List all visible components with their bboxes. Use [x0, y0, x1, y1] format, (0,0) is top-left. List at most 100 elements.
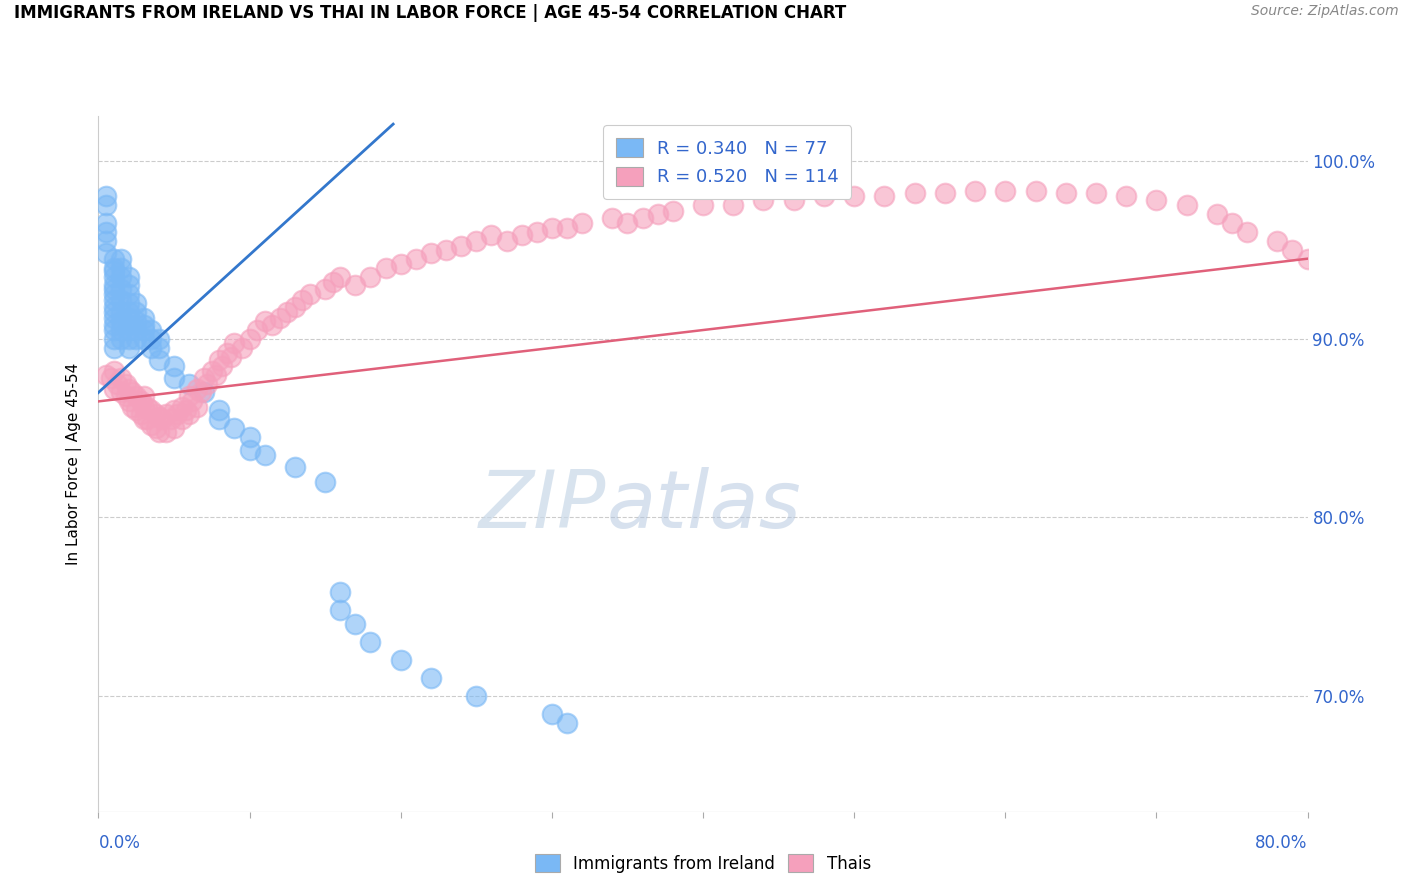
Point — [118, 318, 141, 332]
Point — [135, 412, 157, 426]
Point — [1085, 186, 1108, 200]
Point — [205, 368, 228, 382]
Point — [166, 407, 188, 421]
Point — [374, 260, 396, 275]
Point — [224, 421, 246, 435]
Text: atlas: atlas — [606, 467, 801, 545]
Point — [94, 246, 117, 260]
Point — [110, 332, 132, 346]
Point — [344, 278, 367, 293]
Point — [132, 400, 155, 414]
Point — [132, 323, 155, 337]
Point — [132, 310, 155, 325]
Point — [420, 671, 443, 685]
Point — [103, 264, 125, 278]
Point — [94, 234, 117, 248]
Point — [813, 189, 835, 203]
Point — [141, 417, 163, 432]
Point — [1206, 207, 1229, 221]
Point — [526, 225, 548, 239]
Point — [571, 216, 593, 230]
Point — [510, 228, 533, 243]
Point — [174, 403, 197, 417]
Point — [155, 407, 177, 421]
Point — [190, 385, 212, 400]
Point — [186, 400, 208, 414]
Point — [299, 287, 322, 301]
Point — [208, 412, 231, 426]
Point — [110, 252, 132, 266]
Point — [118, 310, 141, 325]
Point — [239, 442, 262, 457]
Point — [103, 282, 125, 296]
Point — [100, 371, 122, 385]
Point — [94, 189, 117, 203]
Point — [434, 243, 457, 257]
Point — [129, 407, 152, 421]
Point — [94, 225, 117, 239]
Point — [193, 371, 215, 385]
Point — [141, 341, 163, 355]
Point — [125, 296, 148, 310]
Point — [141, 323, 163, 337]
Point — [208, 353, 231, 368]
Text: Source: ZipAtlas.com: Source: ZipAtlas.com — [1251, 4, 1399, 19]
Point — [163, 359, 186, 373]
Point — [141, 403, 163, 417]
Point — [215, 346, 238, 360]
Point — [110, 323, 132, 337]
Point — [145, 421, 167, 435]
Point — [994, 184, 1017, 198]
Point — [186, 382, 208, 396]
Point — [495, 234, 517, 248]
Point — [105, 376, 128, 391]
Point — [94, 216, 117, 230]
Point — [1357, 287, 1379, 301]
Point — [125, 305, 148, 319]
Point — [148, 332, 170, 346]
Point — [783, 193, 806, 207]
Point — [1296, 252, 1319, 266]
Point — [118, 269, 141, 284]
Point — [103, 310, 125, 325]
Point — [1054, 186, 1077, 200]
Point — [723, 198, 745, 212]
Point — [1281, 243, 1303, 257]
Point — [160, 412, 183, 426]
Point — [329, 585, 352, 599]
Point — [405, 252, 427, 266]
Point — [1236, 225, 1258, 239]
Point — [148, 425, 170, 439]
Point — [110, 260, 132, 275]
Point — [465, 234, 488, 248]
Point — [103, 364, 125, 378]
Point — [145, 407, 167, 421]
Point — [262, 318, 284, 332]
Point — [314, 475, 336, 489]
Point — [114, 376, 136, 391]
Text: IMMIGRANTS FROM IRELAND VS THAI IN LABOR FORCE | AGE 45-54 CORRELATION CHART: IMMIGRANTS FROM IRELAND VS THAI IN LABOR… — [14, 4, 846, 22]
Point — [934, 186, 956, 200]
Legend: R = 0.340   N = 77, R = 0.520   N = 114: R = 0.340 N = 77, R = 0.520 N = 114 — [603, 125, 852, 199]
Point — [103, 382, 125, 396]
Point — [141, 332, 163, 346]
Point — [118, 394, 141, 409]
Point — [329, 269, 352, 284]
Point — [662, 203, 685, 218]
Point — [540, 706, 562, 721]
Point — [114, 389, 136, 403]
Point — [208, 403, 231, 417]
Point — [1024, 184, 1046, 198]
Point — [103, 278, 125, 293]
Point — [752, 193, 775, 207]
Point — [103, 318, 125, 332]
Point — [118, 382, 141, 396]
Point — [360, 269, 382, 284]
Point — [904, 186, 927, 200]
Point — [94, 368, 117, 382]
Point — [110, 385, 132, 400]
Point — [314, 282, 336, 296]
Point — [540, 221, 562, 235]
Point — [692, 198, 714, 212]
Point — [616, 216, 638, 230]
